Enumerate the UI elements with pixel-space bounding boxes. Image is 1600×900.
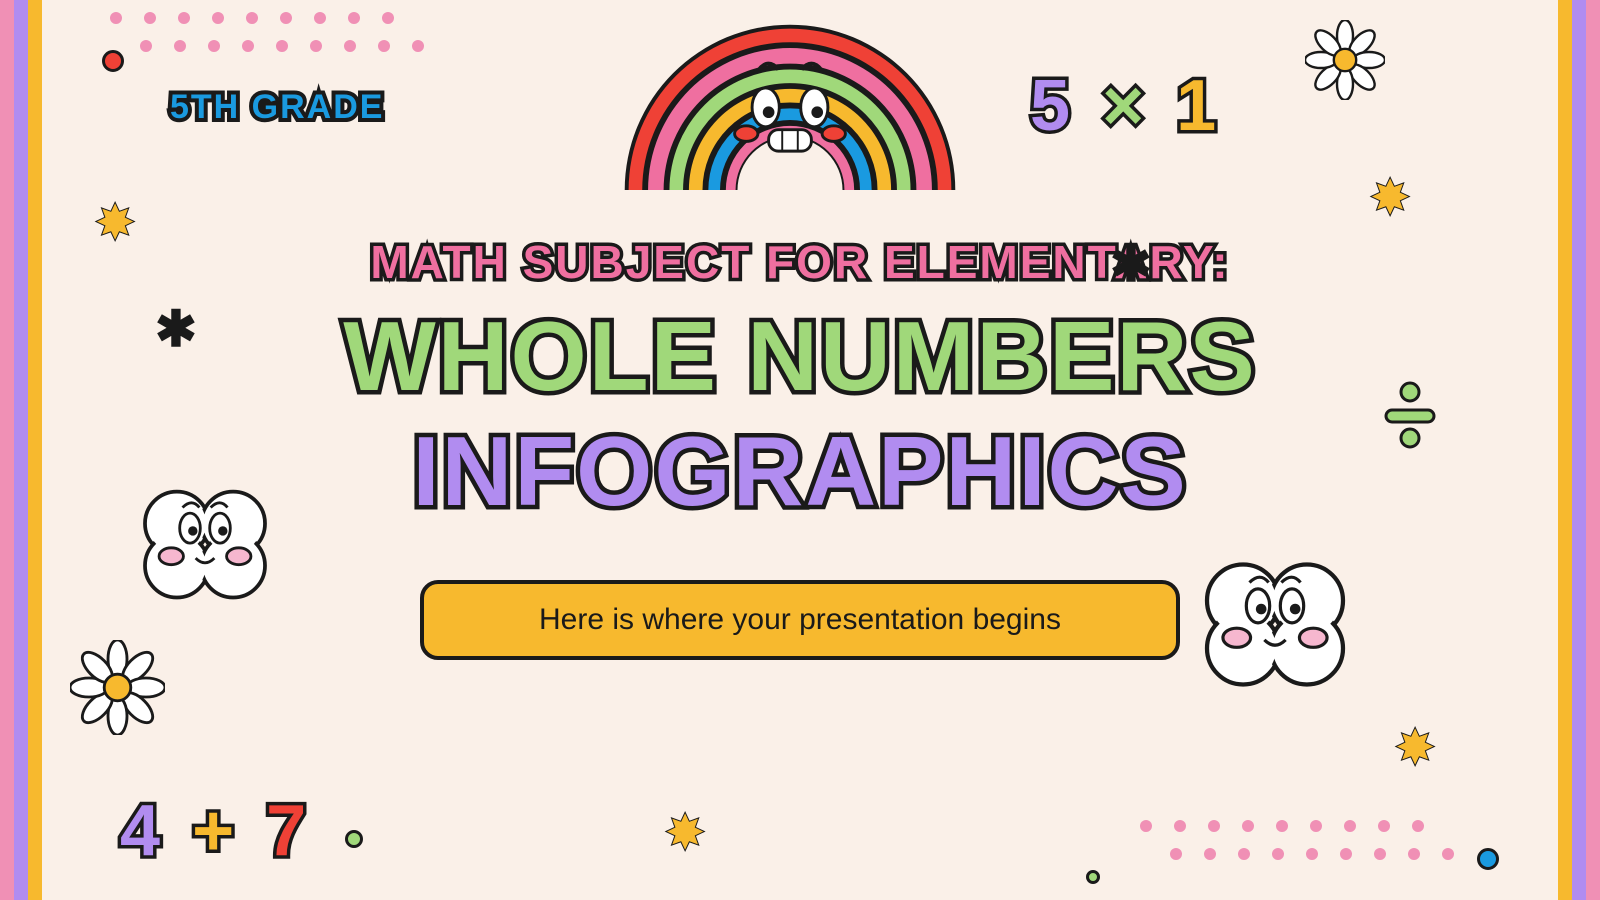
cloud-face-icon <box>1190 540 1360 693</box>
dot-grid-bottom-right <box>1140 820 1454 860</box>
flower-icon <box>70 640 165 735</box>
cloud-face-icon <box>130 470 280 605</box>
headline-1: MATH SUBJECT FOR ELEMENTARY: <box>0 235 1600 289</box>
starburst-icon: ✸ <box>1395 720 1435 776</box>
accent-dot <box>345 830 363 848</box>
equation-top-right: 5 × 1 <box>1030 65 1222 147</box>
grade-badge: 5TH GRADE <box>170 88 384 127</box>
rainbow-icon <box>610 15 970 190</box>
accent-dot <box>1086 870 1100 884</box>
starburst-icon: ✸ <box>1370 170 1410 226</box>
asterisk-icon: ✱ <box>155 300 197 358</box>
equation-bottom-left: 4 + 7 <box>120 790 312 872</box>
headline-2: WHOLE NUMBERS <box>0 300 1600 413</box>
starburst-icon: ✸ <box>665 805 705 861</box>
subtitle-box: Here is where your presentation begins <box>420 580 1180 660</box>
asterisk-icon: ✱ <box>1110 235 1152 293</box>
flower-icon <box>1305 20 1385 100</box>
starburst-icon: ✸ <box>95 195 135 251</box>
dot-grid-top-left <box>110 12 424 52</box>
division-icon <box>1380 380 1440 450</box>
